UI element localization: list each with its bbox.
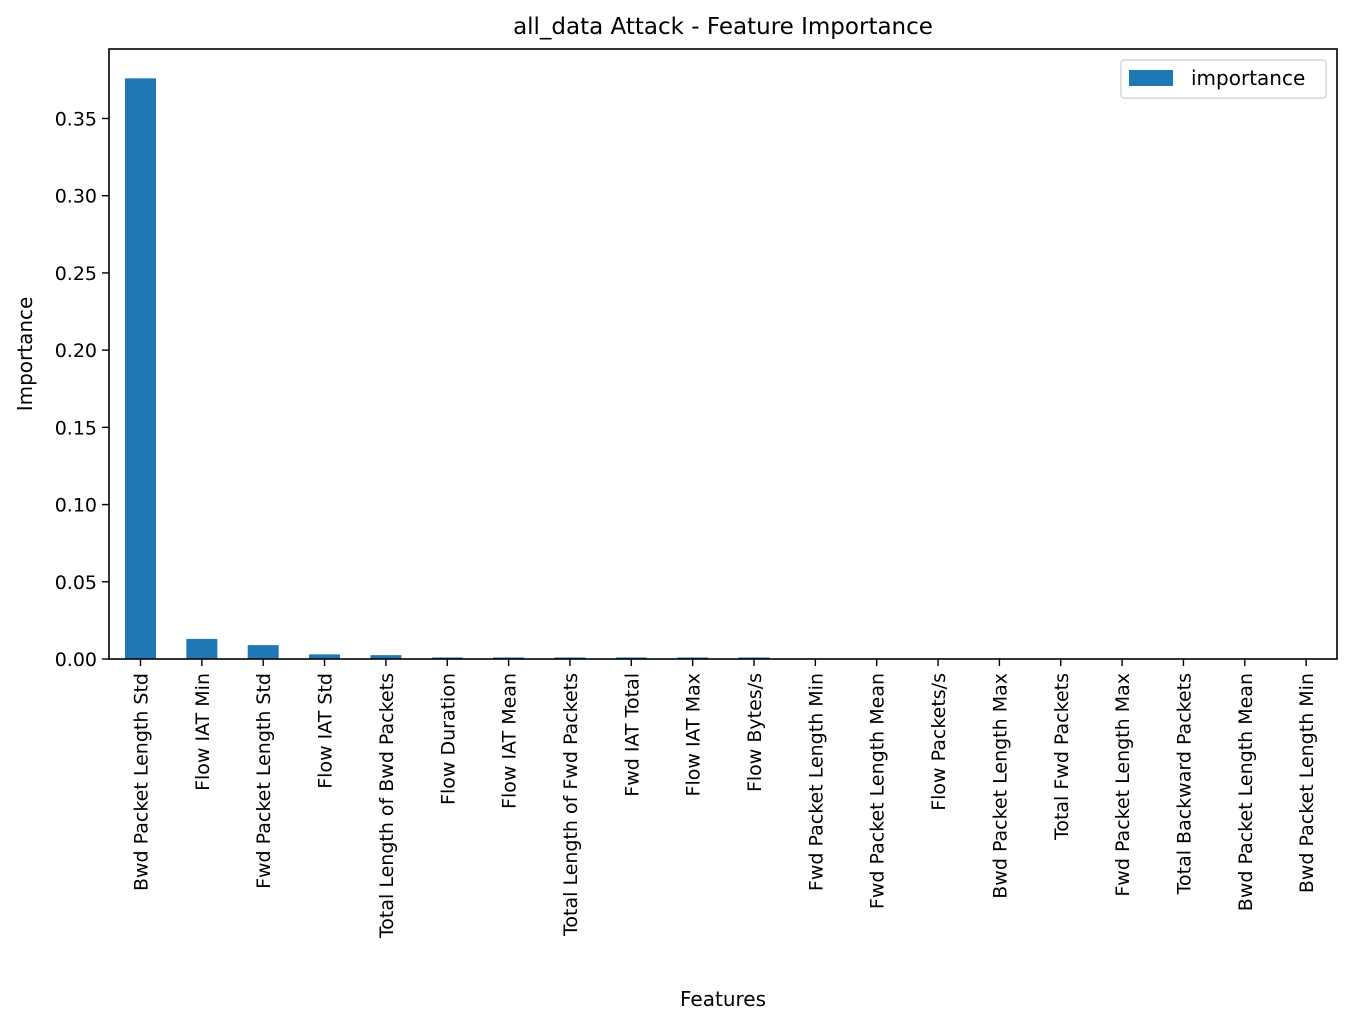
y-axis: 0.00 0.05 0.10 0.15 0.20 0.25 0.30 0.35: [55, 108, 109, 671]
legend-frame: [1120, 59, 1327, 99]
x-tick-label: Flow Duration: [437, 673, 459, 805]
x-tick-label: Flow Packets/s: [928, 673, 950, 811]
x-tick-label: Flow Bytes/s: [744, 673, 766, 792]
x-tick-label: Fwd Packet Length Mean: [867, 673, 889, 909]
y-tick-label: 0.05: [55, 572, 97, 594]
x-tick-label: Fwd Packet Length Min: [805, 673, 827, 891]
y-tick-label: 0.15: [55, 417, 97, 439]
x-tick-label: Fwd IAT Total: [621, 673, 643, 797]
bar: [309, 654, 341, 659]
legend-swatch: [1129, 70, 1173, 86]
bar: [186, 638, 218, 659]
y-axis-title: Importance: [13, 297, 37, 412]
y-tick-label: 0.35: [55, 108, 97, 130]
legend-label: importance: [1191, 66, 1305, 90]
y-tick-label: 0.30: [55, 186, 97, 208]
x-tick-label: Bwd Packet Length Min: [1296, 673, 1318, 893]
bars-layer: [125, 78, 770, 660]
y-tick-label: 0.00: [55, 649, 97, 671]
x-tick-label: Flow IAT Min: [192, 673, 214, 791]
x-axis-title: Features: [680, 987, 766, 1011]
y-tick-label: 0.20: [55, 340, 97, 362]
bar: [370, 655, 402, 659]
x-tick-label: Total Backward Packets: [1173, 673, 1195, 895]
chart-title: all_data Attack - Feature Importance: [513, 14, 933, 40]
x-tick-label: Fwd Packet Length Std: [253, 673, 275, 889]
x-tick-label: Bwd Packet Length Std: [131, 673, 153, 891]
bar: [247, 645, 279, 659]
x-tick-label: Flow IAT Max: [683, 673, 705, 796]
x-tick-label: Bwd Packet Length Mean: [1235, 673, 1257, 911]
x-tick-label: Fwd Packet Length Max: [1112, 673, 1134, 897]
y-tick-label: 0.25: [55, 263, 97, 285]
x-tick-label: Flow IAT Std: [315, 673, 337, 789]
legend: importance: [1120, 59, 1327, 99]
plot-frame: [108, 48, 1338, 660]
x-tick-label: Bwd Packet Length Max: [989, 673, 1011, 899]
x-axis: Bwd Packet Length Std Flow IAT Min Fwd Pac…: [131, 659, 1318, 939]
x-tick-label: Total Length of Bwd Packets: [376, 673, 398, 939]
x-tick-label: Total Fwd Packets: [1051, 673, 1073, 841]
x-tick-label: Flow IAT Mean: [499, 673, 521, 809]
bar: [125, 78, 156, 660]
x-tick-label: Total Length of Fwd Packets: [560, 673, 582, 937]
y-tick-label: 0.10: [55, 495, 97, 517]
